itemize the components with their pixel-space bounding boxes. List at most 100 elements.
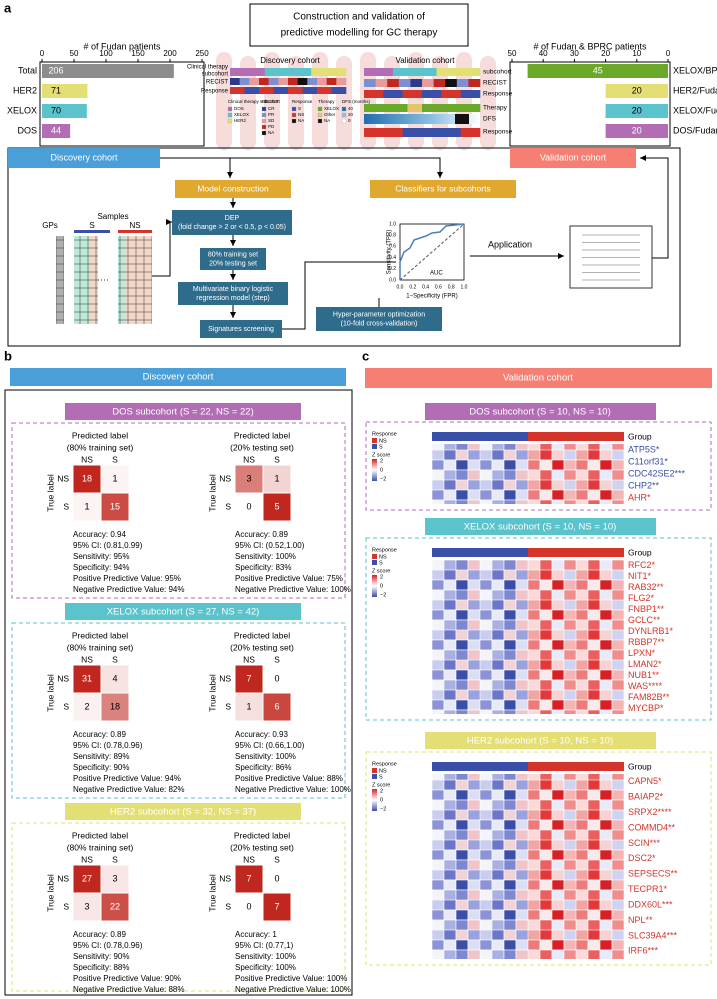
x-tick-label: 20: [601, 49, 610, 58]
matrix-cell: [234, 864, 264, 894]
label: (20% testing set): [230, 842, 294, 852]
label: S: [63, 701, 69, 711]
legend-title: DFS (months): [342, 99, 371, 104]
legend-swatch: [372, 560, 377, 565]
stat-line: Sensitivity: 95%: [73, 552, 129, 561]
stat-line: Positive Predictive Value: 100%: [235, 974, 347, 983]
category-label: XELOX/Fudan: [673, 105, 717, 115]
annotation-cell: [465, 104, 481, 112]
label: 2: [380, 788, 383, 794]
panel-frame: [4, 389, 353, 996]
heatmap: [528, 560, 624, 714]
stat-line: Positive Predictive Value: 75%: [235, 574, 343, 583]
gene-label: ATP5S*: [628, 444, 660, 454]
x-tick-label: 0: [40, 49, 45, 58]
subcohort-frame: [11, 422, 346, 599]
label: NS: [57, 673, 69, 683]
label: Response: [372, 761, 397, 767]
subcohort-frame: [365, 751, 712, 966]
label: True label: [45, 874, 55, 912]
stat-line: 95% CI: (0.52,1.00): [235, 541, 305, 550]
annotation-cell: [422, 68, 437, 76]
gene-label: FAM82B**: [628, 692, 670, 702]
annotation-cell: [276, 68, 289, 76]
label: Samples: [97, 212, 128, 221]
matrix-cell: [262, 464, 292, 494]
annotation-cell: [393, 68, 408, 76]
label: DOS subcohort (S = 10, NS = 10): [469, 407, 611, 418]
annotation-cell: [244, 87, 260, 94]
annotation-cell: [387, 79, 400, 87]
label: NS: [219, 873, 231, 883]
discovery-box: [8, 148, 160, 168]
stat-line: Specificity: 88%: [73, 963, 129, 972]
panel-label: c: [362, 348, 369, 363]
label: Response: [372, 431, 397, 437]
label: (10-fold cross-validation): [341, 320, 418, 327]
gene-label: FLG2*: [628, 593, 655, 603]
legend-swatch: [261, 118, 267, 124]
label: (fold change > 2 or < 0.5, p < 0.05): [178, 224, 286, 231]
label: NS: [243, 654, 255, 664]
x-tick-label: 0: [666, 49, 671, 58]
annotation-cell: [311, 68, 324, 76]
roc-tick: 0.8: [389, 233, 396, 239]
legend-label: PR: [268, 112, 275, 117]
label: 2: [380, 458, 383, 464]
label: Signatures screening: [208, 326, 274, 333]
cell-value: 18: [110, 701, 120, 711]
annotation-cell: [259, 78, 269, 85]
stat-line: Sensitivity: 100%: [235, 752, 296, 761]
label: S: [379, 774, 383, 780]
stat-line: Accuracy: 0.94: [73, 530, 126, 539]
annotation-cell: [451, 68, 466, 76]
matrix-cell: [262, 692, 292, 722]
label: −2: [380, 806, 386, 812]
group-bar: [432, 762, 528, 771]
annotation-cell: [422, 104, 437, 112]
legend-swatch: [261, 112, 267, 118]
flow-box: [178, 282, 288, 305]
legend-swatch: [372, 768, 377, 773]
label: S: [112, 454, 118, 464]
matrix-cell: [234, 892, 264, 922]
legend-label: XELOX: [234, 112, 249, 117]
label: Z score: [372, 452, 390, 458]
stat-line: Specificity: 83%: [235, 563, 291, 572]
x-tick-label: 50: [508, 49, 517, 58]
gene-label: DDX60L***: [628, 899, 673, 909]
x-tick-label: 200: [163, 49, 177, 58]
label: 0: [380, 797, 383, 803]
annotation-cell: [288, 87, 303, 94]
cell-value: 0: [246, 901, 251, 911]
bar: [605, 104, 668, 118]
stat-line: Negative Predictive Value: 94%: [73, 585, 184, 594]
x-tick-label: 40: [539, 49, 548, 58]
stat-line: Accuracy: 0.89: [73, 930, 126, 939]
value-label: 44: [51, 125, 61, 135]
legend-label: 20: [348, 112, 354, 117]
annotation-cell: [364, 114, 480, 124]
gene-label: CDC42SE2***: [628, 468, 686, 478]
gene-label: AHR*: [628, 492, 651, 502]
label: subcohort: [202, 72, 229, 78]
legend-label: CR: [268, 106, 275, 111]
gene-label: COMMD4**: [628, 822, 676, 832]
matrix-cell: [234, 492, 264, 522]
annotation-cell: [241, 68, 254, 76]
value-label: 20: [632, 105, 642, 115]
gene-label: IRF6***: [628, 946, 659, 956]
value-label: 45: [593, 65, 603, 75]
classifier-box: [370, 180, 516, 198]
title: predictive modelling for GC therapy: [281, 28, 438, 39]
label: HER2 subcohort (S = 10, NS = 10): [467, 736, 613, 747]
label: NS: [57, 473, 69, 483]
x-tick-label: 250: [195, 49, 209, 58]
label: NS: [379, 768, 387, 774]
x-tick-label: 30: [570, 49, 579, 58]
label: True label: [207, 674, 217, 712]
annotation-cell: [378, 104, 394, 112]
label: HER2 subcohort (S = 32, NS = 37): [110, 807, 256, 818]
legend-swatch: [372, 438, 377, 443]
bar: [605, 124, 668, 138]
